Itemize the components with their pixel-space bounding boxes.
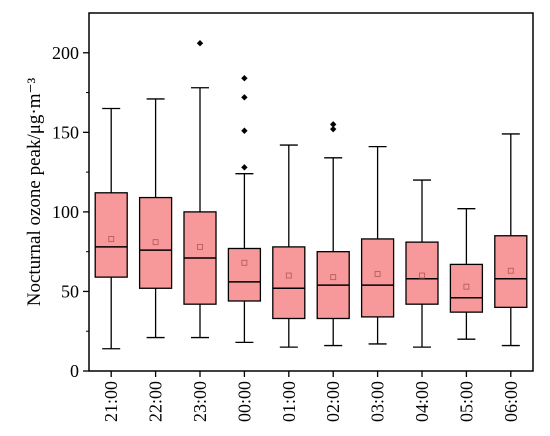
x-tick-label: 21:00: [101, 381, 121, 422]
mean-marker: [152, 239, 159, 246]
mean-marker: [419, 272, 425, 279]
plot-frame: [88, 12, 534, 372]
y-tick-label: 100: [52, 202, 79, 222]
outlier-point: [196, 40, 204, 47]
y-tick-label: 200: [52, 43, 79, 63]
outlier-point: [241, 94, 248, 101]
box-group: [227, 75, 262, 344]
mean-marker: [197, 243, 203, 250]
mean-marker: [285, 272, 292, 279]
outlier-point: [241, 75, 248, 82]
box-group: [449, 208, 484, 340]
mean-marker: [108, 235, 115, 242]
box-group: [360, 146, 395, 345]
box-group: [494, 133, 528, 347]
mean-marker: [241, 259, 248, 266]
iqr-box: [272, 246, 306, 320]
x-tick-label: 05:00: [456, 381, 476, 422]
mean-marker: [330, 274, 337, 281]
x-tick-label: 22:00: [146, 381, 166, 422]
x-tick-label: 02:00: [323, 381, 343, 422]
x-tick-label: 23:00: [190, 381, 210, 422]
x-tick-label: 00:00: [234, 381, 254, 422]
iqr-box: [494, 235, 528, 309]
outlier-point: [241, 127, 248, 134]
iqr-box: [138, 196, 173, 289]
y-axis-label: Nocturnal ozone peak/μg·m⁻³: [24, 77, 45, 306]
box-group: [94, 107, 128, 350]
y-tick-label: 150: [52, 122, 79, 142]
outlier-point: [330, 121, 337, 128]
box-group: [405, 179, 439, 348]
outlier-point: [330, 125, 337, 133]
mean-marker: [507, 267, 514, 274]
iqr-box: [94, 192, 128, 278]
y-axis: 0 50 100 150 200: [52, 43, 89, 381]
box-group: [272, 144, 306, 348]
iqr-box: [227, 247, 262, 302]
x-tick-label: 06:00: [501, 381, 521, 422]
y-tick-label: 50: [61, 281, 79, 301]
x-tick-label: 01:00: [279, 381, 299, 422]
mean-marker: [463, 283, 470, 290]
x-axis: 21:00 22:00 23:00 00:00 01:00 02:00 03:00 04:00…: [101, 371, 521, 422]
box-group: [138, 98, 173, 339]
iqr-box: [449, 263, 484, 313]
box-group: [316, 121, 350, 347]
x-tick-label: 04:00: [412, 381, 432, 422]
mean-marker: [374, 270, 381, 277]
iqr-box: [360, 238, 395, 318]
outlier-point: [241, 164, 248, 171]
x-tick-label: 03:00: [368, 381, 388, 422]
box-group: [183, 40, 217, 339]
plot-area: [94, 40, 528, 350]
y-tick-label: 0: [70, 361, 79, 381]
